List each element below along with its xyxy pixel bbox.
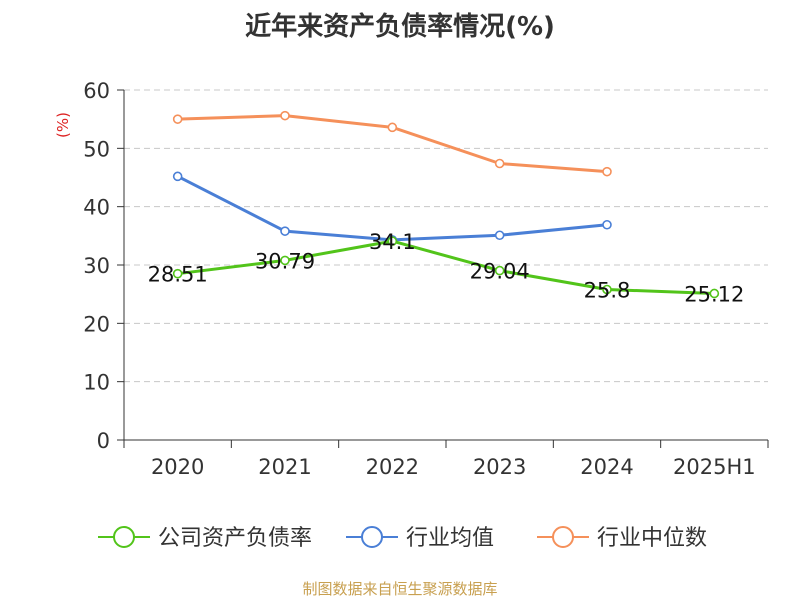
- y-tick-label: 60: [83, 79, 110, 103]
- data-point: [172, 268, 183, 279]
- y-axis-unit-label: (%): [54, 112, 72, 138]
- data-point: [280, 255, 290, 266]
- data-point: [709, 288, 720, 299]
- data-point: [280, 110, 290, 121]
- data-point: [172, 171, 183, 182]
- chart-title: 近年来资产负债率情况(%): [245, 12, 555, 42]
- x-tick-label: 2025H1: [673, 455, 756, 479]
- data-point: [494, 158, 505, 169]
- data-point: [172, 114, 183, 124]
- data-label: 25.12: [684, 282, 744, 306]
- legend-swatch-marker: [113, 526, 135, 548]
- data-label: 25.8: [584, 279, 631, 303]
- data-point: [387, 122, 398, 133]
- legend-swatch-marker: [361, 526, 383, 548]
- legend-label: 行业中位数: [597, 526, 707, 551]
- x-tick-label: 2023: [473, 455, 526, 479]
- x-tick-label: 2022: [366, 455, 419, 479]
- y-tick-label: 10: [83, 371, 110, 395]
- y-tick-label: 40: [83, 196, 110, 220]
- legend-label: 行业均值: [406, 526, 494, 551]
- data-source-note: 制图数据来自恒生聚源数据库: [302, 580, 498, 598]
- legend-swatch-marker: [552, 526, 574, 548]
- data-point: [494, 230, 505, 241]
- y-tick-label: 30: [83, 254, 110, 278]
- data-point: [602, 166, 612, 177]
- x-tick-label: 2024: [580, 455, 633, 479]
- x-tick-label: 2020: [151, 455, 204, 479]
- y-tick-label: 20: [83, 312, 110, 336]
- legend-label: 公司资产负债率: [158, 526, 312, 551]
- x-tick-label: 2021: [258, 455, 311, 479]
- y-tick-label: 0: [97, 429, 110, 453]
- y-tick-label: 50: [83, 137, 110, 161]
- data-point: [602, 284, 612, 295]
- data-point: [494, 265, 505, 276]
- series-line: [177, 239, 715, 295]
- data-point: [280, 226, 290, 236]
- data-label: 30.79: [255, 249, 315, 273]
- data-point: [387, 236, 398, 246]
- data-label: 34.1: [369, 230, 416, 254]
- data-label: 29.04: [470, 260, 530, 284]
- data-point: [602, 219, 612, 230]
- data-label: 28.51: [148, 263, 208, 287]
